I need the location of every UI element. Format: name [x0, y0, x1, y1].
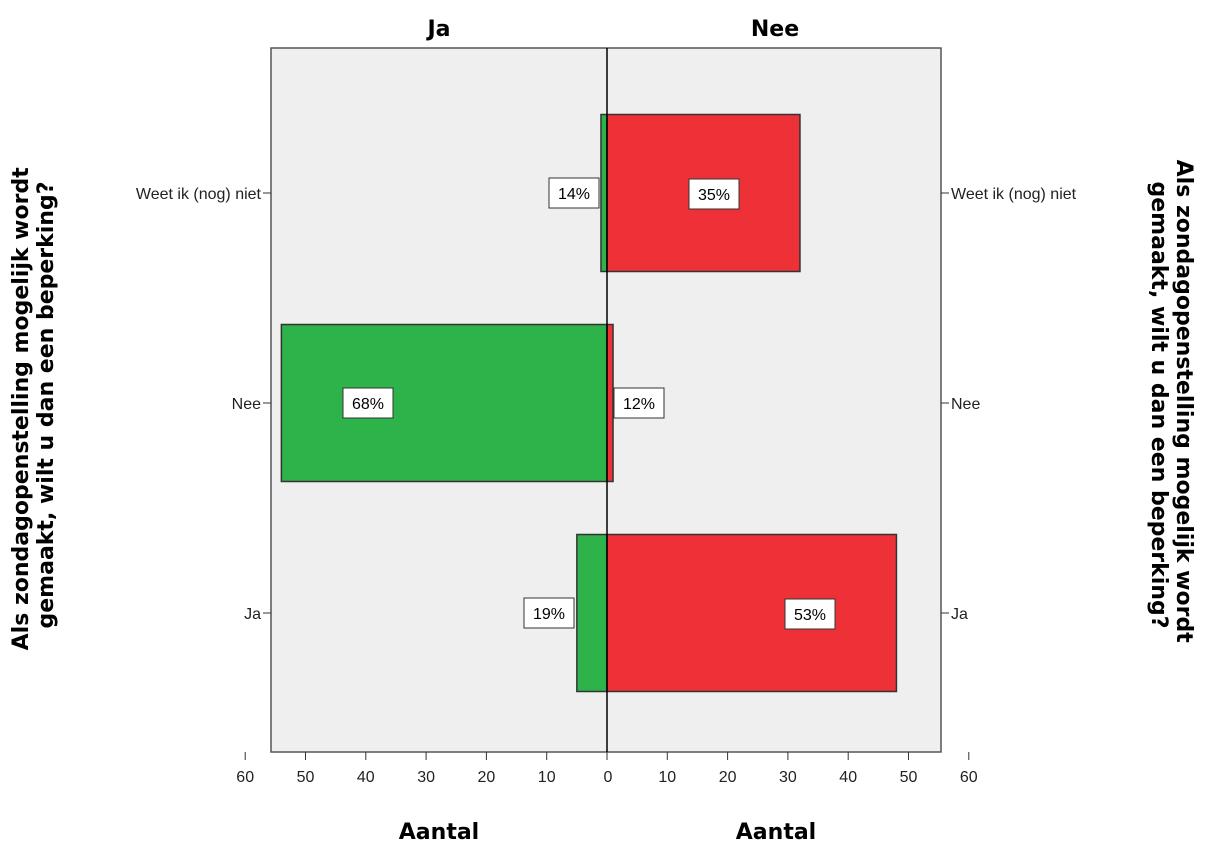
bar-nee-1: [606, 323, 614, 483]
x-tick-label: 50: [900, 769, 918, 786]
x-tick-label: 20: [478, 769, 496, 786]
category-label-right: Ja: [951, 606, 968, 623]
bar-nee-2: [606, 533, 898, 693]
x-tick-label: 10: [538, 769, 556, 786]
data-label-nee-2: 53%: [794, 607, 826, 624]
chart-marks: 14% 68% 19% 35% 12% 53%: [280, 113, 898, 693]
x-tick-label: 30: [417, 769, 435, 786]
label-box-nee-1: [613, 387, 665, 419]
x-axis-title-left: Aantal: [399, 820, 479, 842]
data-label-nee-1: 12%: [623, 396, 655, 413]
data-label-nee-0: 35%: [698, 187, 730, 204]
data-label-ja-2: 19%: [533, 606, 565, 623]
label-box-nee-2: [784, 598, 836, 630]
category-label-left: Ja: [244, 606, 261, 623]
category-label-left: Nee: [232, 396, 261, 413]
bar-ja-2: [576, 533, 608, 693]
category-label-right: Nee: [951, 396, 980, 413]
x-tick-label: 40: [357, 769, 375, 786]
bar-ja-0: [600, 113, 608, 273]
x-axis-title-right: Aantal: [736, 820, 816, 842]
x-tick-label: 40: [839, 769, 857, 786]
x-tick-label: 50: [297, 769, 315, 786]
x-tick-label: 30: [779, 769, 797, 786]
panel-title-left: Ja: [425, 17, 450, 42]
x-tick-label: 60: [960, 769, 978, 786]
label-box-ja-1: [342, 387, 394, 419]
category-label-right: Weet ik (nog) niet: [951, 186, 1077, 203]
x-tick-label: 0: [604, 769, 613, 786]
bar-ja-1: [280, 323, 608, 483]
x-tick-label: 60: [236, 769, 254, 786]
x-tick-label: 20: [719, 769, 737, 786]
label-box-ja-2: [523, 597, 575, 629]
x-tick-label: 10: [658, 769, 676, 786]
label-box-ja-0: [548, 177, 600, 209]
y-axis-title-right: Als zondagopenstelling mogelijk wordt ge…: [1146, 160, 1196, 651]
category-label-left: Weet ik (nog) niet: [136, 186, 262, 203]
panel-title-right: Nee: [751, 17, 799, 42]
label-box-nee-0: [688, 178, 740, 210]
y-axis-title-left: Als zondagopenstelling mogelijk wordt ge…: [9, 160, 59, 651]
data-label-ja-1: 68%: [352, 396, 384, 413]
axis-ticks: 0 10 10 20 20 30 30 40 40 50 50 60 60 Weet ik (nog) n…: [136, 186, 1077, 786]
data-label-ja-0: 14%: [558, 186, 590, 203]
